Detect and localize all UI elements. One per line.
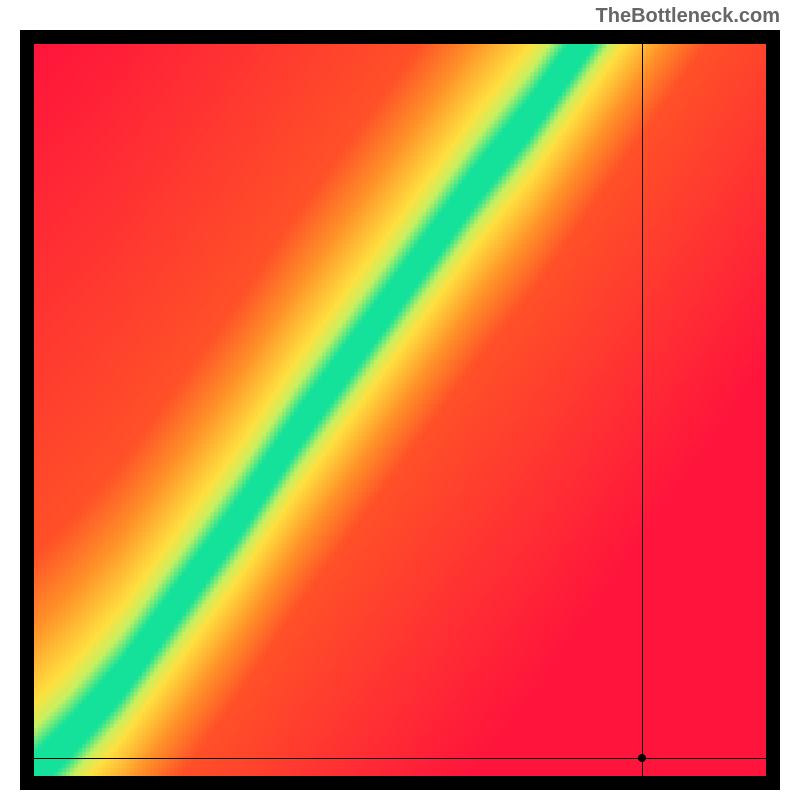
watermark-text: TheBottleneck.com (596, 5, 780, 28)
crosshair-vertical (642, 44, 643, 776)
heatmap-plot (34, 44, 766, 776)
chart-frame (20, 30, 780, 790)
crosshair-horizontal (34, 758, 766, 759)
heatmap-canvas (34, 44, 766, 776)
marker-dot (638, 754, 646, 762)
